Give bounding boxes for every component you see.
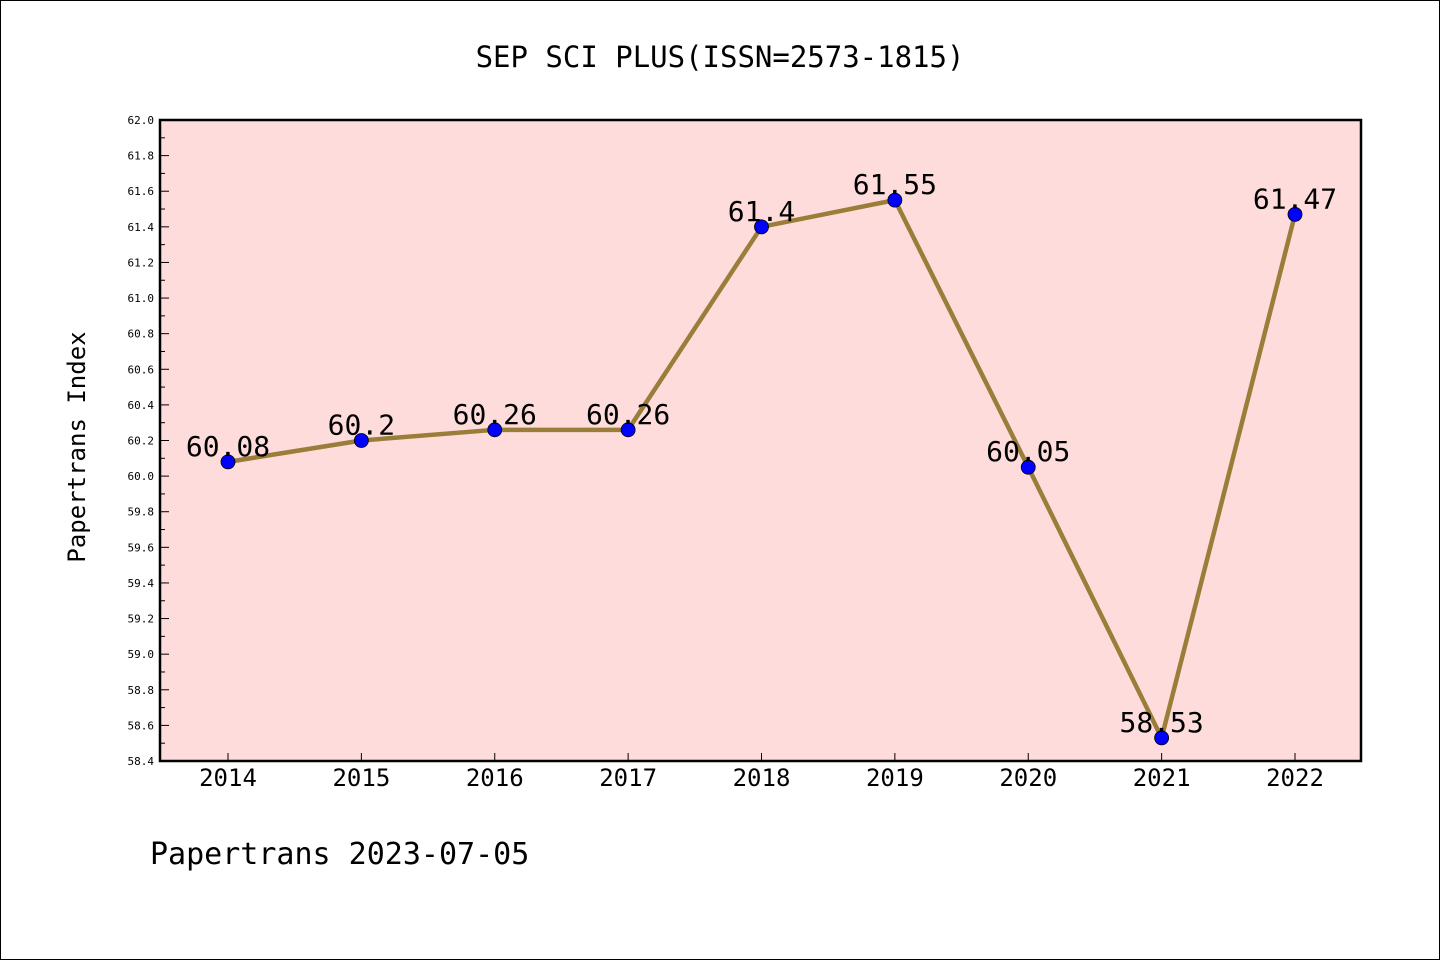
- plot-frame: [158, 118, 1363, 763]
- data-label: 60.2: [328, 409, 395, 442]
- x-tick-label: 2018: [733, 764, 791, 792]
- y-tick-label: 60.6: [128, 363, 155, 376]
- y-tick-label: 59.0: [128, 648, 155, 661]
- data-point: [754, 219, 769, 235]
- y-tick-label: 60.4: [128, 399, 155, 412]
- y-tick-label: 59.2: [128, 613, 155, 626]
- data-labels: 60.08 60.2 60.26 60.26 61.4 61.55 60.05 58.53 61…: [186, 168, 1337, 739]
- y-tick-label: 60.0: [128, 470, 155, 483]
- footer-text: Papertrans 2023-07-05: [150, 837, 529, 872]
- data-point: [487, 422, 503, 438]
- y-tick-label: 61.0: [128, 292, 155, 305]
- x-tick-label: 2017: [599, 764, 657, 792]
- data-label: 61.55: [853, 168, 937, 201]
- x-tick-label: 2015: [332, 764, 390, 792]
- y-tick-label: 60.2: [128, 435, 155, 448]
- data-label: 61.47: [1253, 182, 1337, 215]
- data-label: 60.08: [186, 430, 270, 463]
- y-tick-label: 62.0: [128, 114, 155, 127]
- data-point: [887, 192, 903, 208]
- x-axis-ticks: 2014 2015 2016 2017 2018 2019 2020 2021 2022: [199, 753, 1324, 792]
- x-tick-label: 2022: [1266, 764, 1324, 792]
- data-point: [620, 422, 636, 438]
- y-tick-label: 58.4: [128, 755, 155, 768]
- data-point: [220, 454, 236, 470]
- data-label: 61.4: [728, 195, 795, 228]
- data-point: [1020, 459, 1036, 475]
- chart-title: SEP SCI PLUS(ISSN=2573-1815): [476, 40, 965, 74]
- data-label: 60.05: [986, 435, 1070, 468]
- data-point: [353, 433, 369, 448]
- y-tick-label: 61.6: [128, 185, 155, 198]
- y-tick-label: 60.8: [128, 328, 155, 341]
- x-tick-label: 2014: [199, 764, 257, 792]
- x-tick-label: 2020: [999, 764, 1057, 792]
- y-axis-label: Papertrans Index: [63, 331, 91, 562]
- data-point: [1154, 730, 1170, 746]
- y-tick-label: 59.6: [128, 541, 155, 554]
- data-point: [1287, 206, 1303, 222]
- data-label: 58.53: [1119, 706, 1203, 739]
- x-tick-label: 2019: [866, 764, 924, 792]
- x-tick-label: 2016: [466, 764, 524, 792]
- y-axis-ticks: 58.4 58.6 58.8 59.0 59.2 59.4 59.6 59.8 60.0 60.2…: [128, 114, 169, 768]
- y-tick-label: 61.8: [128, 150, 155, 163]
- y-tick-label: 61.2: [128, 256, 155, 269]
- y-tick-label: 59.4: [128, 577, 155, 590]
- y-tick-label: 58.8: [128, 684, 155, 697]
- y-tick-label: 61.4: [128, 221, 155, 234]
- y-tick-label: 58.6: [128, 719, 155, 732]
- data-label: 60.26: [453, 398, 537, 431]
- data-markers: [220, 192, 1303, 746]
- x-tick-label: 2021: [1133, 764, 1191, 792]
- y-tick-label: 59.8: [128, 506, 155, 519]
- data-label: 60.26: [586, 398, 670, 431]
